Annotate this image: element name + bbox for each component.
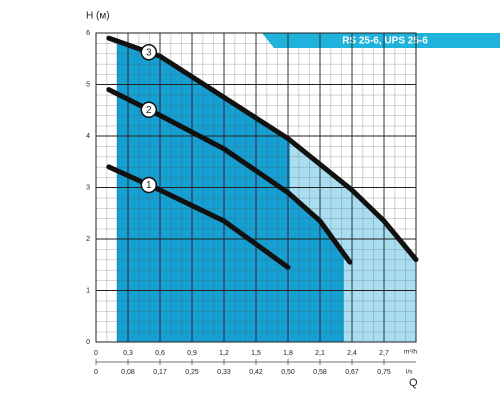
y-tick-label: 1 (86, 287, 90, 294)
title-banner (262, 33, 500, 48)
x2-tick-label: 0,08 (121, 369, 135, 376)
x-tick-label: 1,2 (219, 350, 229, 357)
x2-tick-label: 0,42 (249, 369, 263, 376)
x-tick-label: 2,7 (379, 350, 389, 357)
y-tick-label: 4 (86, 133, 90, 140)
y-tick-label: 2 (86, 236, 90, 243)
curve-label-circle (140, 176, 158, 194)
x2-tick-label: 0,25 (185, 369, 199, 376)
curve-label-circle (140, 101, 158, 119)
y-tick-label: 5 (86, 81, 90, 88)
x-tick-label: 2,1 (315, 350, 325, 357)
chart-title: RS 25-6, UPS 25-6 (342, 36, 428, 47)
curve-label: 3 (146, 47, 152, 58)
x-axis-label: Q (409, 377, 418, 389)
x-tick-label: 1,8 (283, 350, 293, 357)
x2-tick-label: 0,75 (377, 369, 391, 376)
x-tick-label: 1,5 (251, 350, 261, 357)
x-tick-label: 0,9 (187, 350, 197, 357)
y-tick-label: 6 (86, 30, 90, 37)
x-tick-label: 0,6 (155, 350, 165, 357)
pump-curve (106, 164, 291, 270)
x-tick-label: 2,4 (347, 350, 357, 357)
plot-frame (95, 32, 417, 343)
x2-tick-label: 0,33 (217, 369, 231, 376)
x2-unit: l/s (406, 369, 413, 376)
x2-tick-label: 0,58 (313, 369, 327, 376)
y-tick-label: 0 (86, 339, 90, 346)
x-unit: m³/h (404, 349, 417, 356)
x2-tick-label: 0,50 (281, 369, 295, 376)
curve-label: 1 (146, 180, 152, 191)
pump-curve (106, 35, 419, 263)
x-tick-label: 0 (94, 350, 98, 357)
x-tick-label: 0,3 (123, 350, 133, 357)
y-axis-label: H (м) (86, 11, 110, 22)
curve-label: 2 (146, 105, 152, 116)
curve-label-circle (140, 43, 158, 61)
y-tick-label: 3 (86, 184, 90, 191)
x2-tick-label: 0,67 (345, 369, 359, 376)
x2-tick-label: 0 (94, 369, 98, 376)
x2-tick-label: 0,17 (153, 369, 167, 376)
